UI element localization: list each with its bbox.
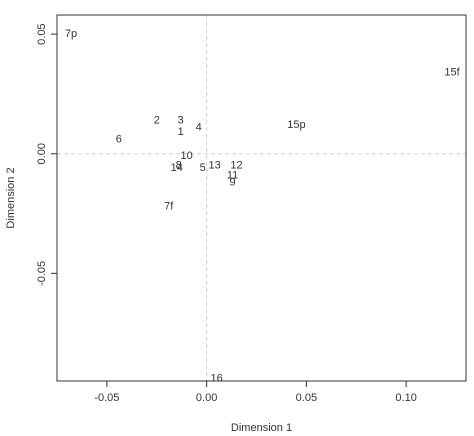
point-label-9: 9 bbox=[230, 176, 236, 188]
x-tick-label: 0.10 bbox=[395, 392, 416, 404]
point-label-16: 16 bbox=[210, 373, 222, 385]
point-label-8: 8 bbox=[176, 160, 182, 172]
x-tick-label: 0.00 bbox=[196, 392, 217, 404]
point-label-4: 4 bbox=[196, 121, 202, 133]
point-label-2: 2 bbox=[154, 114, 160, 126]
y-axis-title: Dimension 2 bbox=[5, 167, 17, 228]
y-tick-label: 0.00 bbox=[36, 143, 48, 164]
point-label-11: 11 bbox=[227, 169, 238, 181]
point-label-10: 10 bbox=[181, 150, 193, 162]
point-label-13: 13 bbox=[208, 160, 220, 172]
point-label-6: 6 bbox=[116, 133, 122, 145]
x-axis-title: Dimension 1 bbox=[231, 422, 292, 434]
y-tick-label: 0.05 bbox=[36, 23, 48, 44]
y-tick-label: -0.05 bbox=[36, 261, 48, 286]
point-label-5: 5 bbox=[200, 162, 206, 174]
x-tick-label: -0.05 bbox=[94, 392, 119, 404]
x-tick-label: 0.05 bbox=[296, 392, 317, 404]
point-label-7p: 7p bbox=[65, 28, 77, 40]
reference-lines bbox=[57, 15, 466, 381]
x-axis: -0.05 0.00 0.05 0.10 bbox=[94, 381, 417, 404]
point-label-1: 1 bbox=[178, 126, 184, 138]
point-label-15f: 15f bbox=[444, 66, 460, 78]
point-label-3: 3 bbox=[178, 114, 184, 126]
point-label-15p: 15p bbox=[287, 119, 305, 131]
y-axis: -0.05 0.00 0.05 bbox=[36, 23, 57, 286]
plot-frame bbox=[56, 14, 467, 382]
point-label-7f: 7f bbox=[164, 200, 174, 212]
point-label-14: 14 bbox=[171, 162, 183, 174]
point-label-12: 12 bbox=[230, 160, 242, 172]
